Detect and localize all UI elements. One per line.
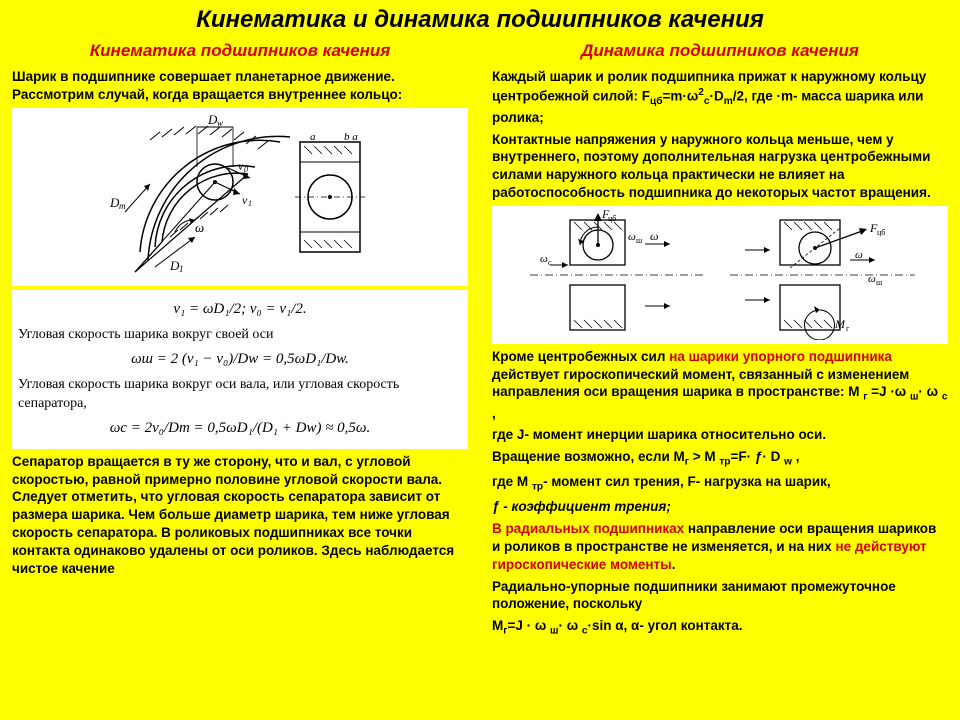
right-heading: Динамика подшипников качения bbox=[492, 40, 948, 62]
left-formulas: v₁ = ωD₁/2; v₀ = v₁/2. Угловая скорость … bbox=[12, 290, 468, 449]
p3-e: , bbox=[492, 406, 496, 421]
svg-text:цб: цб bbox=[877, 228, 885, 237]
p6-a: где M bbox=[492, 474, 532, 489]
dynamics-diagram-svg: F цб ω ш ω с ω bbox=[520, 210, 920, 340]
p3-c: =J ·ω bbox=[867, 384, 910, 399]
right-p7: ƒ - коэффициент трения; bbox=[492, 498, 948, 516]
right-p8: В радиальных подшипниках направление оси… bbox=[492, 520, 948, 573]
prose-omega-ball: Угловая скорость шарика вокруг своей оси bbox=[18, 326, 462, 344]
label-omega-l: ω bbox=[650, 229, 658, 243]
columns: Кинематика подшипников качения Шарик в п… bbox=[0, 38, 960, 720]
right-p5: Вращение возможно, если Mг > M тр=F· ƒ· … bbox=[492, 448, 948, 469]
svg-text:w: w bbox=[217, 118, 223, 128]
p10-c: · ω bbox=[558, 618, 581, 633]
page: Кинематика и динамика подшипников качени… bbox=[0, 0, 960, 720]
svg-text:с: с bbox=[548, 258, 552, 267]
svg-text:m: m bbox=[119, 201, 126, 211]
p3-red: на шарики упорного подшипника bbox=[669, 349, 892, 364]
label-omega-sh-l: ω bbox=[628, 231, 636, 243]
left-intro: Шарик в подшипнике совершает планетарное… bbox=[12, 68, 468, 104]
p1-b: =m·ω bbox=[662, 89, 698, 104]
formula-v: v₁ = ωD₁/2; v₀ = v₁/2. bbox=[18, 300, 462, 320]
p3-a: Кроме центробежных сил bbox=[492, 349, 669, 364]
right-p6: где M тр- момент сил трения, F- нагрузка… bbox=[492, 473, 948, 494]
p10-d: ·sin α, α- угол контакта. bbox=[587, 618, 742, 633]
right-column: Динамика подшипников качения Каждый шари… bbox=[480, 38, 960, 720]
p3-d: · ω bbox=[918, 384, 941, 399]
p5-d: , bbox=[792, 449, 800, 464]
p8-b: . bbox=[672, 557, 676, 572]
main-title: Кинематика и динамика подшипников качени… bbox=[0, 0, 960, 38]
right-diagram: F цб ω ш ω с ω bbox=[492, 206, 948, 344]
svg-text:1: 1 bbox=[179, 264, 184, 274]
label-Mr: M bbox=[834, 317, 846, 331]
p10-b: =J · ω bbox=[507, 618, 550, 633]
left-outro: Сепаратор вращается в ту же сторону, что… bbox=[12, 453, 468, 578]
p6-b: - момент сил трения, F- нагрузка на шари… bbox=[543, 474, 831, 489]
prose-omega-cage: Угловая скорость шарика вокруг оси вала,… bbox=[18, 376, 462, 413]
p8-red: В радиальных подшипниках bbox=[492, 521, 684, 536]
svg-text:ш: ш bbox=[876, 278, 883, 287]
svg-text:0: 0 bbox=[244, 165, 248, 174]
right-p4: где J- момент инерции шарика относительн… bbox=[492, 426, 948, 444]
svg-text:ш: ш bbox=[636, 236, 643, 245]
label-a: a bbox=[310, 131, 316, 143]
svg-text:цб: цб bbox=[608, 214, 616, 223]
right-p3: Кроме центробежных сил на шарики упорног… bbox=[492, 348, 948, 422]
left-heading: Кинематика подшипников качения bbox=[12, 40, 468, 62]
svg-text:г: г bbox=[846, 324, 850, 333]
kinematics-diagram-svg: D w D m D 1 v 0 v 1 ω a b a bbox=[100, 112, 380, 282]
right-p2: Контактные напряжения у наружного кольца… bbox=[492, 131, 948, 202]
p5-a: Вращение возможно, если M bbox=[492, 449, 685, 464]
right-p10: Mг=J · ω ш· ω с·sin α, α- угол контакта. bbox=[492, 617, 948, 638]
p5-c: =F· ƒ· D bbox=[731, 449, 785, 464]
formula-omega-sh: ωш = 2 (v₁ − v₀)/Dw = 0,5ωD₁/Dw. bbox=[18, 350, 462, 370]
p1-c: ·D bbox=[710, 89, 724, 104]
left-diagram: D w D m D 1 v 0 v 1 ω a b a bbox=[12, 108, 468, 286]
formula-omega-c: ωс = 2v₀/Dm = 0,5ωD₁/(D₁ + Dw) ≈ 0,5ω. bbox=[18, 419, 462, 439]
label-omega-c-l: ω bbox=[540, 253, 548, 265]
label-omega-sh-r: ω bbox=[868, 273, 876, 285]
label-b: b a bbox=[344, 131, 358, 143]
left-column: Кинематика подшипников качения Шарик в п… bbox=[0, 38, 480, 720]
p3-b: действует гироскопический момент, связан… bbox=[492, 367, 909, 400]
label-omega-r: ω bbox=[855, 249, 863, 261]
right-p9: Радиально-упорные подшипники занимают пр… bbox=[492, 578, 948, 614]
label-omega: ω bbox=[195, 220, 204, 235]
p10-a: M bbox=[492, 618, 503, 633]
right-p1: Каждый шарик и ролик подшипника прижат к… bbox=[492, 68, 948, 126]
p5-b: > M bbox=[689, 449, 719, 464]
svg-text:1: 1 bbox=[248, 199, 252, 208]
